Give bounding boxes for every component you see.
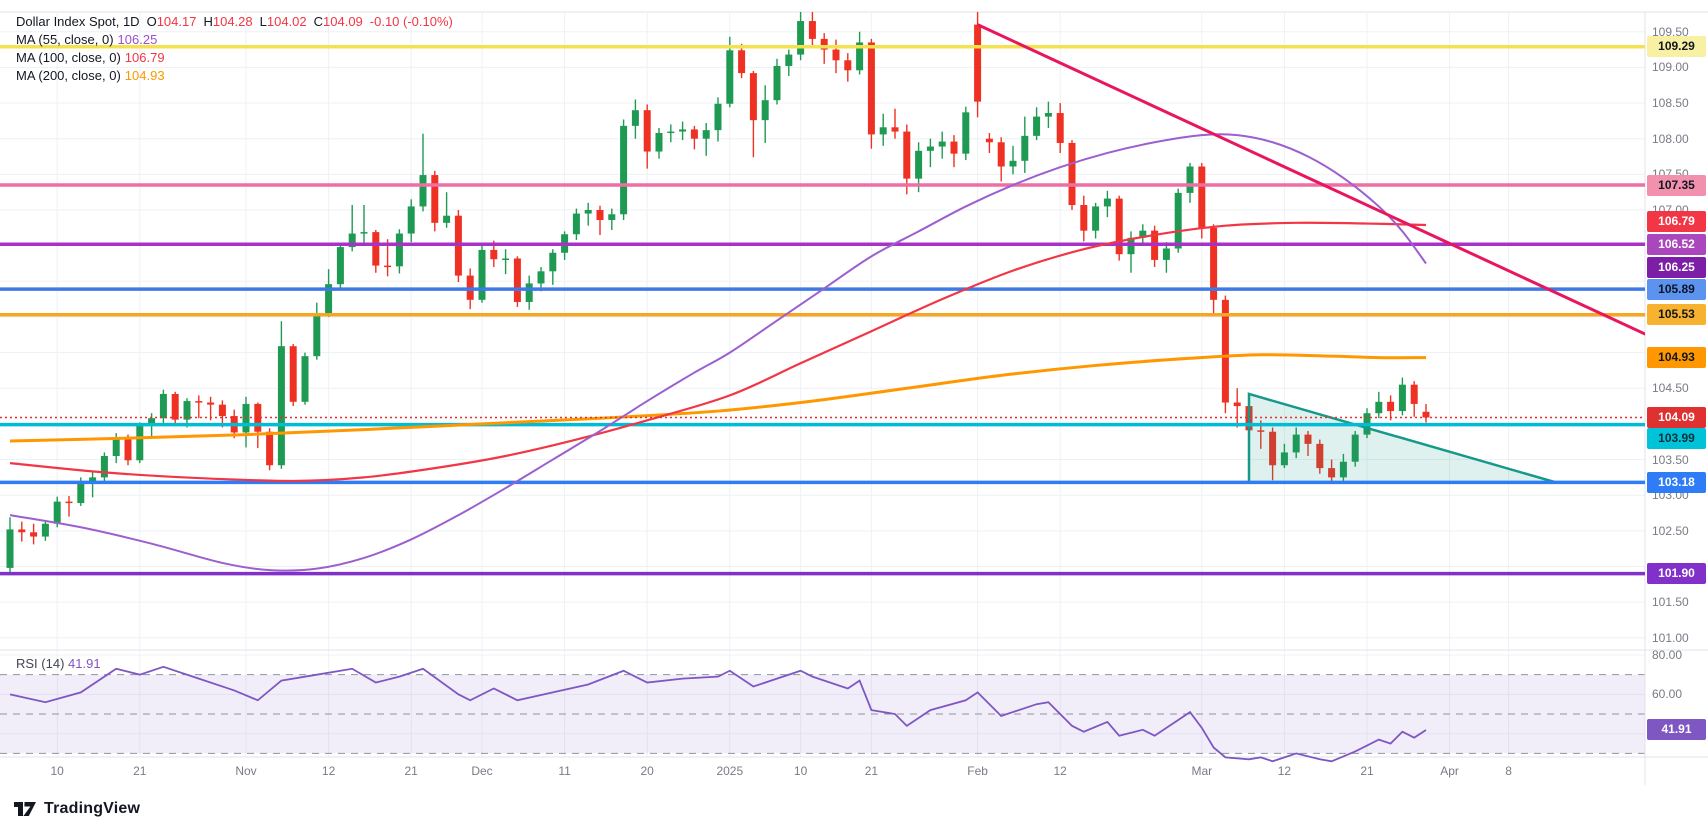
tradingview-logo-text: TradingView [44,800,141,817]
time-tick-label-20: 20 [640,764,654,778]
time-tick-label-12: 12 [1053,764,1067,778]
symbol-legend-row[interactable]: Dollar Index Spot, 1D O104.17 H104.28 L104.… [16,13,453,31]
ohlc-h: H104.28 [203,14,253,29]
ma-legend-row-2[interactable]: MA (200, close, 0) 104.93 [16,67,453,85]
price-tick-label: 102.50 [1652,523,1689,538]
price-level-badge-103.18[interactable]: 103.18 [1647,471,1706,493]
ma-value: 106.79 [124,50,165,65]
time-tick-label-10: 10 [793,764,808,778]
price-tick-label: 103.50 [1652,452,1689,467]
ma-value: 106.25 [117,32,158,47]
ohlc-c: C104.09 [313,14,363,29]
ma-label: MA (100, close, 0) [16,50,121,65]
rsi-value: 41.91 [68,656,101,671]
gridlines [0,12,1645,757]
time-tick-label-Mar: Mar [1191,764,1213,778]
time-tick-label-Apr: Apr [1440,764,1459,778]
ma-value-badge-104.93[interactable]: 104.93 [1647,347,1706,369]
rsi-legend-row[interactable]: RSI (14) 41.91 [16,656,101,671]
price-level-badge-103.99[interactable]: 103.99 [1647,428,1706,450]
rsi-value-badge[interactable]: 41.91 [1647,719,1706,741]
rsi-label: RSI (14) [16,656,65,671]
change-value: -0.10 (-0.10%) [369,14,453,29]
time-tick-label-11: 11 [558,764,571,778]
price-level-badge-105.89[interactable]: 105.89 [1647,278,1706,300]
time-tick-label-12: 12 [1277,764,1292,778]
ma-value-badge-106.25[interactable]: 106.25 [1647,256,1706,278]
price-level-badge-105.53[interactable]: 105.53 [1647,304,1706,326]
price-tick-label: 109.00 [1652,60,1689,75]
price-tick-label: 104.50 [1652,381,1689,396]
chart-legend: Dollar Index Spot, 1D O104.17 H104.28 L104.… [16,13,453,85]
time-tick-label-10: 10 [50,764,64,778]
time-tick-label-Nov: Nov [235,764,257,778]
candlestick-series [6,12,1430,573]
ma200-line [9,353,1427,443]
ma-value: 104.93 [124,68,165,83]
price-chart-svg [0,11,1708,785]
time-tick-label-Feb: Feb [967,764,988,778]
price-level-badge-106.52[interactable]: 106.52 [1647,233,1706,255]
ma-legend-rows: MA (55, close, 0) 106.25 MA (100, close, 0… [16,31,453,85]
tradingview-logo-icon [14,802,36,816]
price-level-badge-101.90[interactable]: 101.90 [1647,563,1706,585]
ma-value-badge-106.79[interactable]: 106.79 [1647,211,1706,233]
ohlc-l: L104.02 [259,14,307,29]
price-tick-label: 108.00 [1652,131,1689,146]
time-tick-label-21: 21 [404,764,418,778]
ma55-line [9,133,1427,572]
symbol-title: Dollar Index Spot, 1D [16,14,140,29]
price-tick-label: 109.50 [1652,24,1689,39]
price-tick-label: 101.50 [1652,595,1689,610]
time-tick-label-8: 8 [1505,764,1512,778]
ohlc-values: O104.17 H104.28 L104.02 C104.09 [140,14,363,29]
ma-legend-row-0[interactable]: MA (55, close, 0) 106.25 [16,31,453,49]
rsi-line [9,665,1427,763]
time-tick-label-21: 21 [1360,764,1374,778]
rsi-tick-label: 60.00 [1652,687,1683,702]
ma-legend-row-1[interactable]: MA (100, close, 0) 106.79 [16,49,453,67]
ohlc-o: O104.17 [146,14,197,29]
tradingview-logo[interactable]: TradingView [14,799,140,819]
price-tick-label: 108.50 [1652,96,1689,111]
time-tick-label-Dec: Dec [471,764,493,778]
last-price-badge[interactable]: 104.09 [1647,406,1706,428]
horizontal-level-lines [0,44,1645,576]
ma100-line [9,221,1427,483]
time-tick-label-2025: 2025 [716,764,744,778]
time-tick-label-12: 12 [321,764,336,778]
ma-overlays [9,133,1427,572]
time-tick-label-21: 21 [864,764,879,778]
rsi-tick-label: 80.00 [1652,648,1683,662]
price-level-badge-109.29[interactable]: 109.29 [1647,36,1706,58]
ma-label: MA (200, close, 0) [16,68,121,83]
time-tick-label-21: 21 [133,764,147,778]
price-tick-label: 101.00 [1652,630,1689,645]
ma-label: MA (55, close, 0) [16,32,114,47]
descending-trendline[interactable] [976,23,1662,342]
price-level-badge-107.35[interactable]: 107.35 [1647,174,1706,196]
